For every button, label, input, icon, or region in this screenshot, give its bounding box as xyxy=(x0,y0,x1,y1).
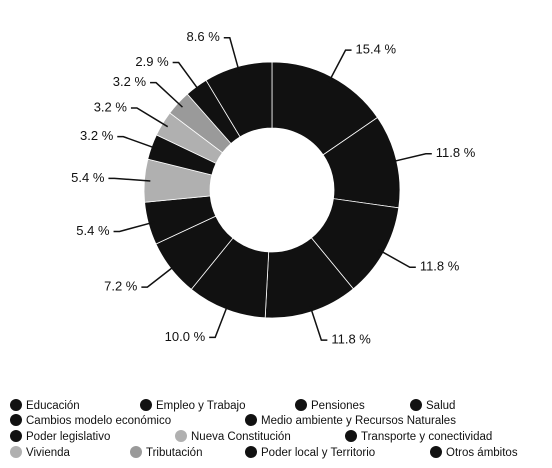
legend-swatch xyxy=(140,399,152,411)
data-label: 11.8 % xyxy=(331,332,371,347)
legend-swatch xyxy=(245,446,257,458)
leader-line xyxy=(150,81,183,108)
leader-line xyxy=(117,135,158,150)
legend-label: Vivienda xyxy=(26,447,71,459)
data-label: 3.2 % xyxy=(113,74,147,89)
legend-label: Poder legislativo xyxy=(26,431,110,443)
donut-segment xyxy=(205,61,273,138)
legend-label: Educación xyxy=(26,400,80,412)
legend-label: Cambios modelo económico xyxy=(26,415,171,427)
data-label: 11.8 % xyxy=(436,145,476,160)
legend-swatch xyxy=(295,399,307,411)
legend-label: Empleo y Trabajo xyxy=(156,400,246,412)
data-label: 15.4 % xyxy=(356,42,397,57)
data-label: 5.4 % xyxy=(71,170,105,185)
legend-label: Transporte y conectividad xyxy=(361,431,492,443)
legend-swatch xyxy=(430,446,442,458)
data-label: 10.0 % xyxy=(165,329,206,344)
leader-line xyxy=(130,107,169,128)
legend-label: Otros ámbitos xyxy=(446,447,518,459)
leader-line xyxy=(108,177,151,182)
legend-label: Tributación xyxy=(146,447,202,459)
legend-swatch xyxy=(410,399,422,411)
leader-line xyxy=(113,221,155,233)
leader-line xyxy=(390,153,432,163)
data-label: 2.9 % xyxy=(135,54,169,69)
leader-line xyxy=(172,61,201,93)
legend-swatch xyxy=(175,430,187,442)
legend-swatch xyxy=(245,414,257,426)
leader-line xyxy=(309,305,328,341)
legend-label: Pensiones xyxy=(311,400,365,412)
data-label: 7.2 % xyxy=(104,279,138,294)
legend-label: Medio ambiente y Recursos Naturales xyxy=(261,415,456,427)
leader-line xyxy=(223,36,241,73)
data-label: 3.2 % xyxy=(94,99,128,114)
legend-swatch xyxy=(10,414,22,426)
data-label: 8.6 % xyxy=(187,29,221,44)
data-label: 11.8 % xyxy=(420,259,460,274)
legend-swatch xyxy=(130,446,142,458)
legend-swatch xyxy=(10,399,22,411)
leader-line xyxy=(378,249,416,269)
leader-line xyxy=(141,264,177,288)
data-label: 5.4 % xyxy=(76,223,110,238)
legend-label: Poder local y Territorio xyxy=(261,447,375,459)
legend-label: Nueva Constitución xyxy=(191,431,291,443)
leader-line xyxy=(328,49,352,83)
data-label: 3.2 % xyxy=(80,128,114,143)
leader-line xyxy=(209,303,229,339)
legend-swatch xyxy=(345,430,357,442)
legend-swatch xyxy=(10,446,22,458)
legend-label: Salud xyxy=(426,400,455,412)
legend-swatch xyxy=(10,430,22,442)
